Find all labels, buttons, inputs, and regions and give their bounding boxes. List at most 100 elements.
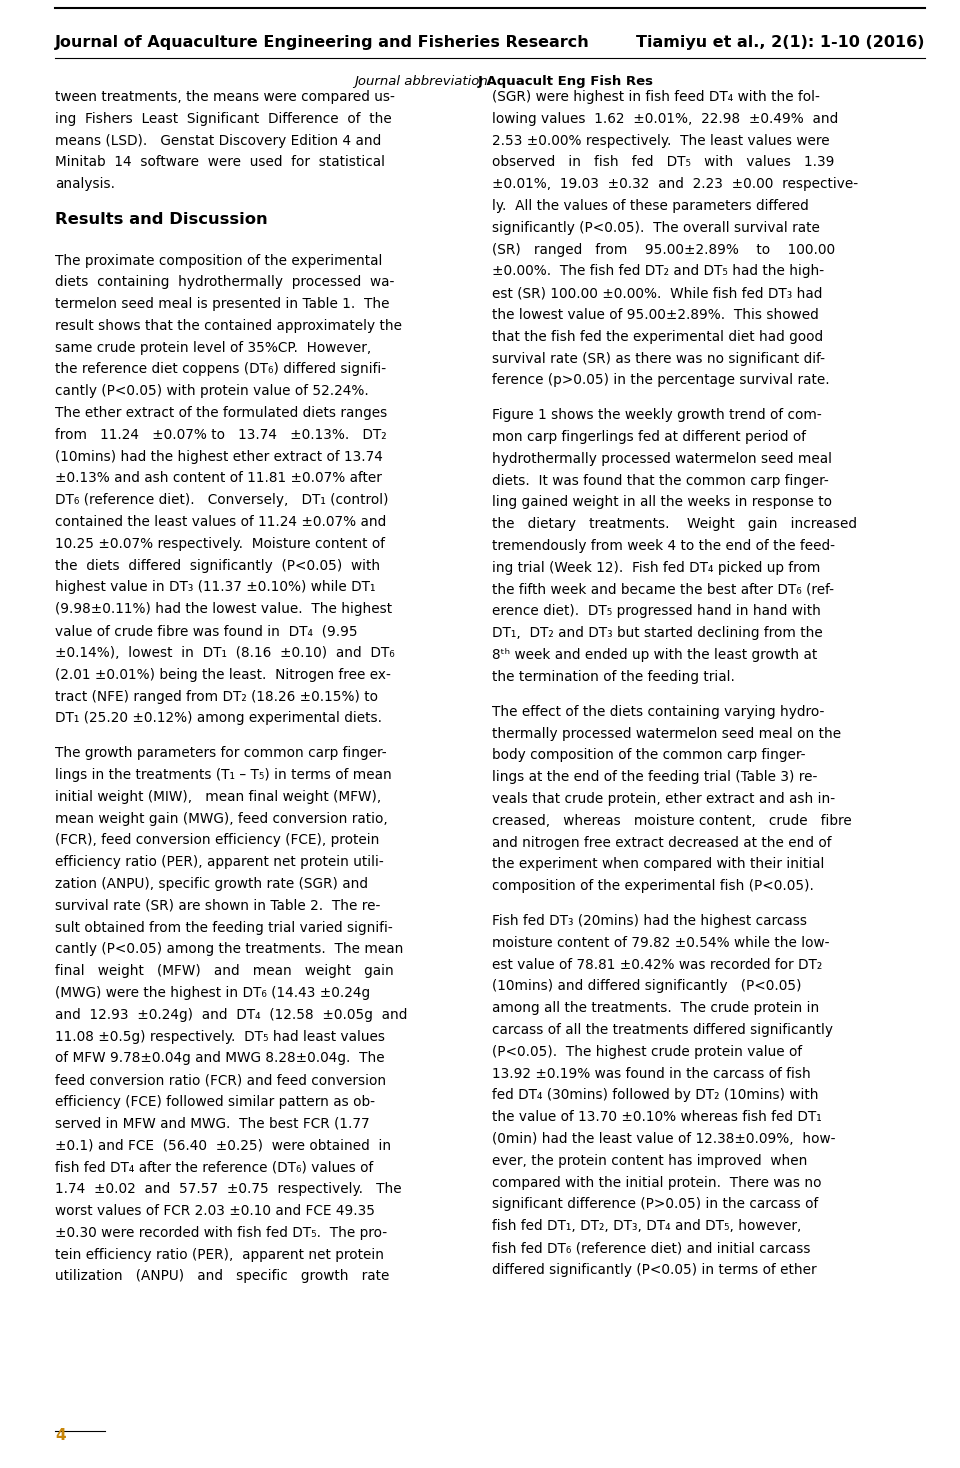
Text: observed   in   fish   fed   DT₅   with   values   1.39: observed in fish fed DT₅ with values 1.3…	[492, 156, 835, 169]
Text: Tiamiyu et al., 2(1): 1-10 (2016): Tiamiyu et al., 2(1): 1-10 (2016)	[636, 35, 925, 50]
Text: fed DT₄ (30mins) followed by DT₂ (10mins) with: fed DT₄ (30mins) followed by DT₂ (10mins…	[492, 1088, 819, 1102]
Text: Fish fed DT₃ (20mins) had the highest carcass: Fish fed DT₃ (20mins) had the highest ca…	[492, 915, 807, 928]
Text: composition of the experimental fish (P<0.05).: composition of the experimental fish (P<…	[492, 879, 814, 893]
Text: significant difference (P>0.05) in the carcass of: significant difference (P>0.05) in the c…	[492, 1198, 819, 1211]
Text: ly.  All the values of these parameters differed: ly. All the values of these parameters d…	[492, 200, 809, 213]
Text: lings in the treatments (T₁ – T₅) in terms of mean: lings in the treatments (T₁ – T₅) in ter…	[55, 768, 392, 782]
Text: est value of 78.81 ±0.42% was recorded for DT₂: est value of 78.81 ±0.42% was recorded f…	[492, 957, 823, 972]
Text: diets  containing  hydrothermally  processed  wa-: diets containing hydrothermally processe…	[55, 276, 395, 289]
Text: ling gained weight in all the weeks in response to: ling gained weight in all the weeks in r…	[492, 496, 832, 509]
Text: DT₁,  DT₂ and DT₃ but started declining from the: DT₁, DT₂ and DT₃ but started declining f…	[492, 627, 824, 640]
Text: The proximate composition of the experimental: The proximate composition of the experim…	[55, 254, 382, 267]
Text: the  diets  differed  significantly  (P<0.05)  with: the diets differed significantly (P<0.05…	[55, 559, 380, 573]
Text: that the fish fed the experimental diet had good: that the fish fed the experimental diet …	[492, 330, 824, 344]
Text: feed conversion ratio (FCR) and feed conversion: feed conversion ratio (FCR) and feed con…	[55, 1073, 386, 1088]
Text: the termination of the feeding trial.: the termination of the feeding trial.	[492, 669, 735, 684]
Text: est (SR) 100.00 ±0.00%.  While fish fed DT₃ had: est (SR) 100.00 ±0.00%. While fish fed D…	[492, 286, 823, 299]
Text: thermally processed watermelon seed meal on the: thermally processed watermelon seed meal…	[492, 727, 842, 740]
Text: of MFW 9.78±0.04g and MWG 8.28±0.04g.  The: of MFW 9.78±0.04g and MWG 8.28±0.04g. Th…	[55, 1051, 385, 1066]
Text: value of crude fibre was found in  DT₄  (9.95: value of crude fibre was found in DT₄ (9…	[55, 624, 358, 639]
Text: ing trial (Week 12).  Fish fed DT₄ picked up from: ing trial (Week 12). Fish fed DT₄ picked…	[492, 561, 821, 575]
Text: Figure 1 shows the weekly growth trend of com-: Figure 1 shows the weekly growth trend o…	[492, 408, 823, 423]
Text: 4: 4	[55, 1428, 65, 1443]
Text: (2.01 ±0.01%) being the least.  Nitrogen free ex-: (2.01 ±0.01%) being the least. Nitrogen …	[55, 668, 391, 681]
Text: tein efficiency ratio (PER),  apparent net protein: tein efficiency ratio (PER), apparent ne…	[55, 1248, 384, 1261]
Text: 13.92 ±0.19% was found in the carcass of fish: 13.92 ±0.19% was found in the carcass of…	[492, 1067, 811, 1080]
Text: highest value in DT₃ (11.37 ±0.10%) while DT₁: highest value in DT₃ (11.37 ±0.10%) whil…	[55, 580, 375, 595]
Text: survival rate (SR) are shown in Table 2.  The re-: survival rate (SR) are shown in Table 2.…	[55, 898, 380, 913]
Text: creased,   whereas   moisture content,   crude   fibre: creased, whereas moisture content, crude…	[492, 813, 852, 828]
Text: 2.53 ±0.00% respectively.  The least values were: 2.53 ±0.00% respectively. The least valu…	[492, 134, 830, 148]
Text: J Aquacult Eng Fish Res: J Aquacult Eng Fish Res	[477, 75, 653, 88]
Text: The growth parameters for common carp finger-: The growth parameters for common carp fi…	[55, 746, 387, 760]
Text: fish fed DT₁, DT₂, DT₃, DT₄ and DT₅, however,: fish fed DT₁, DT₂, DT₃, DT₄ and DT₅, how…	[492, 1220, 802, 1233]
Text: same crude protein level of 35%CP.  However,: same crude protein level of 35%CP. Howev…	[55, 341, 372, 355]
Text: tremendously from week 4 to the end of the feed-: tremendously from week 4 to the end of t…	[492, 539, 835, 553]
Text: ference (p>0.05) in the percentage survival rate.: ference (p>0.05) in the percentage survi…	[492, 373, 830, 388]
Text: tween treatments, the means were compared us-: tween treatments, the means were compare…	[55, 90, 395, 104]
Text: cantly (P<0.05) among the treatments.  The mean: cantly (P<0.05) among the treatments. Th…	[55, 942, 403, 956]
Text: ±0.01%,  19.03  ±0.32  and  2.23  ±0.00  respective-: ±0.01%, 19.03 ±0.32 and 2.23 ±0.00 respe…	[492, 178, 858, 191]
Text: body composition of the common carp finger-: body composition of the common carp fing…	[492, 749, 806, 762]
Text: erence diet).  DT₅ progressed hand in hand with: erence diet). DT₅ progressed hand in han…	[492, 605, 822, 618]
Text: mon carp fingerlings fed at different period of: mon carp fingerlings fed at different pe…	[492, 430, 806, 445]
Text: DT₁ (25.20 ±0.12%) among experimental diets.: DT₁ (25.20 ±0.12%) among experimental di…	[55, 712, 382, 725]
Text: ±0.30 were recorded with fish fed DT₅.  The pro-: ±0.30 were recorded with fish fed DT₅. T…	[55, 1226, 387, 1240]
Text: differed significantly (P<0.05) in terms of ether: differed significantly (P<0.05) in terms…	[492, 1262, 817, 1277]
Text: moisture content of 79.82 ±0.54% while the low-: moisture content of 79.82 ±0.54% while t…	[492, 935, 830, 950]
Text: cantly (P<0.05) with protein value of 52.24%.: cantly (P<0.05) with protein value of 52…	[55, 385, 369, 398]
Text: survival rate (SR) as there was no significant dif-: survival rate (SR) as there was no signi…	[492, 352, 826, 366]
Text: lings at the end of the feeding trial (Table 3) re-: lings at the end of the feeding trial (T…	[492, 771, 818, 784]
Text: hydrothermally processed watermelon seed meal: hydrothermally processed watermelon seed…	[492, 452, 832, 465]
Text: DT₆ (reference diet).   Conversely,   DT₁ (control): DT₆ (reference diet). Conversely, DT₁ (c…	[55, 493, 389, 508]
Text: mean weight gain (MWG), feed conversion ratio,: mean weight gain (MWG), feed conversion …	[55, 812, 388, 825]
Text: the lowest value of 95.00±2.89%.  This showed: the lowest value of 95.00±2.89%. This sh…	[492, 308, 819, 321]
Text: Results and Discussion: Results and Discussion	[55, 211, 268, 228]
Text: ±0.1) and FCE  (56.40  ±0.25)  were obtained  in: ±0.1) and FCE (56.40 ±0.25) were obtaine…	[55, 1139, 391, 1152]
Text: significantly (P<0.05).  The overall survival rate: significantly (P<0.05). The overall surv…	[492, 220, 821, 235]
Text: result shows that the contained approximately the: result shows that the contained approxim…	[55, 319, 402, 333]
Text: from   11.24   ±0.07% to   13.74   ±0.13%.   DT₂: from 11.24 ±0.07% to 13.74 ±0.13%. DT₂	[55, 427, 387, 442]
Text: Journal abbreviation:: Journal abbreviation:	[354, 75, 496, 88]
Text: and  12.93  ±0.24g)  and  DT₄  (12.58  ±0.05g  and: and 12.93 ±0.24g) and DT₄ (12.58 ±0.05g …	[55, 1007, 407, 1022]
Text: contained the least values of 11.24 ±0.07% and: contained the least values of 11.24 ±0.0…	[55, 515, 386, 528]
Text: ±0.13% and ash content of 11.81 ±0.07% after: ±0.13% and ash content of 11.81 ±0.07% a…	[55, 471, 382, 486]
Text: (10mins) and differed significantly   (P<0.05): (10mins) and differed significantly (P<0…	[492, 979, 802, 994]
Text: (9.98±0.11%) had the lowest value.  The highest: (9.98±0.11%) had the lowest value. The h…	[55, 602, 392, 617]
Text: carcass of all the treatments differed significantly: carcass of all the treatments differed s…	[492, 1023, 833, 1036]
Text: lowing values  1.62  ±0.01%,  22.98  ±0.49%  and: lowing values 1.62 ±0.01%, 22.98 ±0.49% …	[492, 112, 839, 126]
Text: Minitab  14  software  were  used  for  statistical: Minitab 14 software were used for statis…	[55, 156, 385, 169]
Text: zation (ANPU), specific growth rate (SGR) and: zation (ANPU), specific growth rate (SGR…	[55, 876, 368, 891]
Text: worst values of FCR 2.03 ±0.10 and FCE 49.35: worst values of FCR 2.03 ±0.10 and FCE 4…	[55, 1204, 375, 1218]
Text: Journal of Aquaculture Engineering and Fisheries Research: Journal of Aquaculture Engineering and F…	[55, 35, 589, 50]
Text: initial weight (MIW),   mean final weight (MFW),: initial weight (MIW), mean final weight …	[55, 790, 381, 804]
Text: ±0.14%),  lowest  in  DT₁  (8.16  ±0.10)  and  DT₆: ±0.14%), lowest in DT₁ (8.16 ±0.10) and …	[55, 646, 395, 661]
Text: The effect of the diets containing varying hydro-: The effect of the diets containing varyi…	[492, 705, 825, 719]
Text: final   weight   (MFW)   and   mean   weight   gain: final weight (MFW) and mean weight gain	[55, 964, 394, 978]
Text: diets.  It was found that the common carp finger-: diets. It was found that the common carp…	[492, 474, 829, 487]
Text: fish fed DT₆ (reference diet) and initial carcass: fish fed DT₆ (reference diet) and initia…	[492, 1240, 811, 1255]
Text: (SGR) were highest in fish feed DT₄ with the fol-: (SGR) were highest in fish feed DT₄ with…	[492, 90, 821, 104]
Text: The ether extract of the formulated diets ranges: The ether extract of the formulated diet…	[55, 407, 387, 420]
Text: the value of 13.70 ±0.10% whereas fish fed DT₁: the value of 13.70 ±0.10% whereas fish f…	[492, 1110, 823, 1124]
Text: and nitrogen free extract decreased at the end of: and nitrogen free extract decreased at t…	[492, 835, 832, 850]
Text: 10.25 ±0.07% respectively.  Moisture content of: 10.25 ±0.07% respectively. Moisture cont…	[55, 537, 385, 550]
Text: means (LSD).   Genstat Discovery Edition 4 and: means (LSD). Genstat Discovery Edition 4…	[55, 134, 381, 148]
Text: among all the treatments.  The crude protein in: among all the treatments. The crude prot…	[492, 1001, 820, 1016]
Text: analysis.: analysis.	[55, 178, 115, 191]
Text: ever, the protein content has improved  when: ever, the protein content has improved w…	[492, 1154, 808, 1169]
Text: (MWG) were the highest in DT₆ (14.43 ±0.24g: (MWG) were the highest in DT₆ (14.43 ±0.…	[55, 986, 371, 1000]
Text: efficiency ratio (PER), apparent net protein utili-: efficiency ratio (PER), apparent net pro…	[55, 856, 384, 869]
Text: (10mins) had the highest ether extract of 13.74: (10mins) had the highest ether extract o…	[55, 449, 383, 464]
Text: (SR)   ranged   from    95.00±2.89%    to    100.00: (SR) ranged from 95.00±2.89% to 100.00	[492, 242, 835, 257]
Text: termelon seed meal is presented in Table 1.  The: termelon seed meal is presented in Table…	[55, 297, 390, 311]
Text: tract (NFE) ranged from DT₂ (18.26 ±0.15%) to: tract (NFE) ranged from DT₂ (18.26 ±0.15…	[55, 690, 378, 703]
Text: the experiment when compared with their initial: the experiment when compared with their …	[492, 857, 825, 872]
Text: 1.74  ±0.02  and  57.57  ±0.75  respectively.   The: 1.74 ±0.02 and 57.57 ±0.75 respectively.…	[55, 1182, 401, 1196]
Text: efficiency (FCE) followed similar pattern as ob-: efficiency (FCE) followed similar patter…	[55, 1095, 375, 1108]
Text: the fifth week and became the best after DT₆ (ref-: the fifth week and became the best after…	[492, 583, 834, 596]
Text: (P<0.05).  The highest crude protein value of: (P<0.05). The highest crude protein valu…	[492, 1045, 803, 1058]
Text: utilization   (ANPU)   and   specific   growth   rate: utilization (ANPU) and specific growth r…	[55, 1270, 390, 1283]
Text: compared with the initial protein.  There was no: compared with the initial protein. There…	[492, 1176, 822, 1189]
Text: (0min) had the least value of 12.38±0.09%,  how-: (0min) had the least value of 12.38±0.09…	[492, 1132, 836, 1147]
